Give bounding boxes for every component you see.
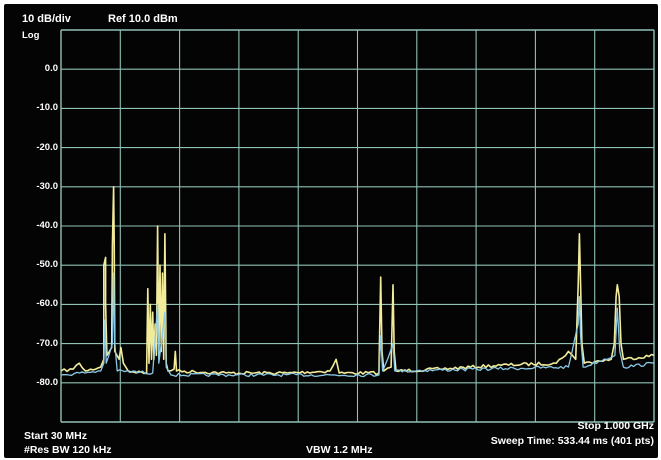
y-tick-label: -50.0	[36, 259, 58, 271]
y-tick-label: -10.0	[36, 102, 58, 114]
video-bandwidth: VBW 1.2 MHz	[306, 444, 373, 456]
analyzer-screen: 10 dB/div Ref 10.0 dBm Log 0.0 -10.0 -20.0…	[4, 4, 658, 458]
scale-per-division: 10 dB/div	[22, 13, 71, 25]
resolution-bandwidth: #Res BW 120 kHz	[24, 444, 112, 456]
blue-trace	[60, 272, 655, 378]
traces	[60, 186, 655, 378]
y-tick-label: 0.0	[44, 63, 58, 75]
start-frequency: Start 30 MHz	[24, 430, 88, 442]
scale-mode: Log	[22, 30, 40, 41]
y-tick-label: -60.0	[36, 298, 58, 310]
graticule	[60, 29, 655, 423]
y-tick-label: -30.0	[36, 180, 58, 192]
stop-frequency: Stop 1.000 GHz	[577, 420, 654, 432]
y-tick-label: -70.0	[36, 337, 58, 349]
y-tick-label: -40.0	[36, 220, 58, 231]
spectrum-plot	[60, 29, 655, 423]
yellow-trace	[60, 186, 655, 376]
y-tick-label: -80.0	[36, 376, 58, 388]
sweep-time: Sweep Time: 533.44 ms (401 pts)	[490, 435, 654, 447]
y-tick-label: -20.0	[36, 141, 58, 153]
reference-level: Ref 10.0 dBm	[108, 13, 178, 25]
